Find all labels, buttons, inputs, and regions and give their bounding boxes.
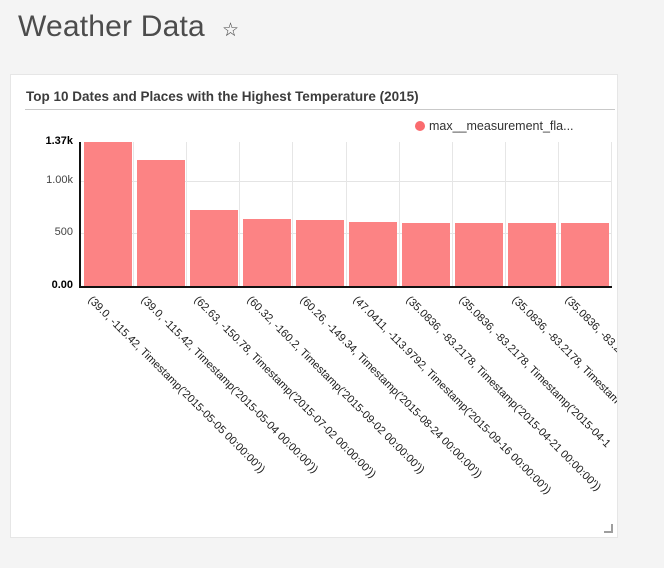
chart-panel: Top 10 Dates and Places with the Highest… — [10, 74, 618, 538]
legend-label: max__measurement_fla... — [429, 119, 574, 133]
x-gridline — [239, 142, 241, 286]
page-header: Weather Data ☆ — [18, 10, 239, 44]
x-axis-tick-label: (47.0411, -113.9792, Timestamp('2015-09-… — [350, 294, 554, 497]
bar[interactable] — [508, 223, 557, 286]
legend-color-dot-icon — [415, 121, 425, 131]
favorite-star-icon[interactable]: ☆ — [221, 19, 239, 41]
y-axis-tick-label: 1.37k — [45, 135, 73, 147]
x-axis-tick-label: (39.0, -115.42, Timestamp('2015-05-05 00… — [85, 294, 267, 476]
x-gridline — [504, 142, 506, 286]
plot-area — [79, 142, 612, 288]
page-title: Weather Data — [18, 10, 205, 43]
x-gridline — [345, 142, 347, 286]
x-gridline — [292, 142, 294, 286]
bar[interactable] — [295, 219, 344, 286]
x-gridline — [398, 142, 400, 286]
x-gridline — [557, 142, 559, 286]
x-gridline — [451, 142, 453, 286]
resize-handle-icon[interactable] — [604, 524, 613, 533]
bar[interactable] — [349, 221, 398, 286]
y-axis-tick-label: 500 — [54, 226, 73, 239]
x-axis-tick-label: (35.0836, -83.2178, Timestam — [509, 294, 618, 407]
x-axis-tick-label: (35.0836, -83.2178, Timestamp('2015-04-2… — [403, 294, 604, 494]
bar[interactable] — [136, 159, 185, 286]
x-gridline — [133, 142, 135, 286]
x-axis-tick-label: (62.63, -150.78, Timestamp('2015-07-02 0… — [191, 294, 378, 481]
legend-item[interactable]: max__measurement_fla... — [415, 119, 574, 133]
bar[interactable] — [189, 210, 238, 286]
x-gridline — [186, 142, 188, 286]
x-gridline — [611, 142, 612, 286]
y-gridline — [81, 180, 612, 182]
chart-title: Top 10 Dates and Places with the Highest… — [26, 89, 419, 104]
x-axis-tick-label: (60.32, -160.2, Timestamp('2015-09-02 00… — [244, 294, 427, 477]
bar[interactable] — [402, 222, 451, 286]
y-axis-tick-label: 1.00k — [46, 173, 73, 186]
bar[interactable] — [455, 223, 504, 286]
y-gridline — [81, 233, 612, 235]
bar[interactable] — [561, 223, 610, 286]
x-axis-tick-label: (35.0836, -83.2 — [562, 294, 618, 356]
y-axis-tick-label: 0.00 — [51, 279, 73, 291]
bar[interactable] — [242, 219, 291, 286]
title-divider — [25, 109, 615, 110]
x-axis-tick-label: (60.26, -149.34, Timestamp('2015-08-24 0… — [297, 294, 485, 481]
bar[interactable] — [83, 142, 132, 286]
x-axis-tick-label: (39.0, -115.42, Timestamp('2015-05-04 00… — [138, 294, 320, 476]
